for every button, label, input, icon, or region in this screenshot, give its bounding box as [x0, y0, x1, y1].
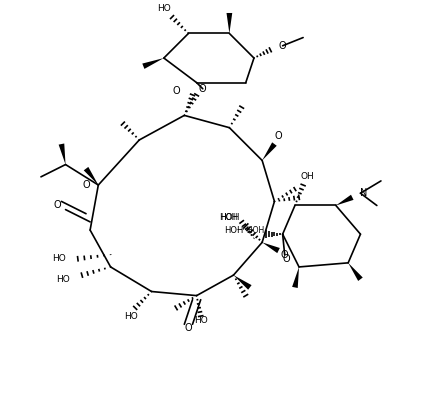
- Text: HO: HO: [124, 312, 138, 321]
- Polygon shape: [233, 275, 252, 290]
- Text: O: O: [281, 249, 288, 260]
- Text: O: O: [173, 86, 180, 96]
- Polygon shape: [348, 263, 363, 281]
- Polygon shape: [142, 58, 164, 69]
- Text: O: O: [275, 131, 282, 141]
- Text: HO: HO: [52, 254, 66, 263]
- Text: O: O: [54, 201, 61, 210]
- Text: HO: HO: [194, 316, 207, 325]
- Text: HOH: HOH: [220, 213, 238, 222]
- Text: OH: OH: [300, 172, 314, 181]
- Polygon shape: [262, 142, 277, 160]
- Text: O: O: [283, 254, 291, 264]
- Text: HO: HO: [56, 275, 69, 284]
- Polygon shape: [292, 267, 299, 288]
- Text: ·····HOH: ·····HOH: [235, 226, 265, 235]
- Polygon shape: [336, 195, 354, 206]
- Polygon shape: [59, 143, 66, 164]
- Text: O: O: [82, 180, 90, 190]
- Text: O: O: [199, 84, 207, 94]
- Text: HOH: HOH: [224, 226, 243, 235]
- Polygon shape: [84, 167, 98, 185]
- Text: O: O: [279, 41, 286, 51]
- Polygon shape: [227, 13, 232, 33]
- Polygon shape: [262, 242, 280, 253]
- Text: N: N: [360, 188, 368, 198]
- Text: HO: HO: [157, 5, 171, 14]
- Text: O: O: [184, 323, 192, 333]
- Text: HOH: HOH: [219, 213, 240, 222]
